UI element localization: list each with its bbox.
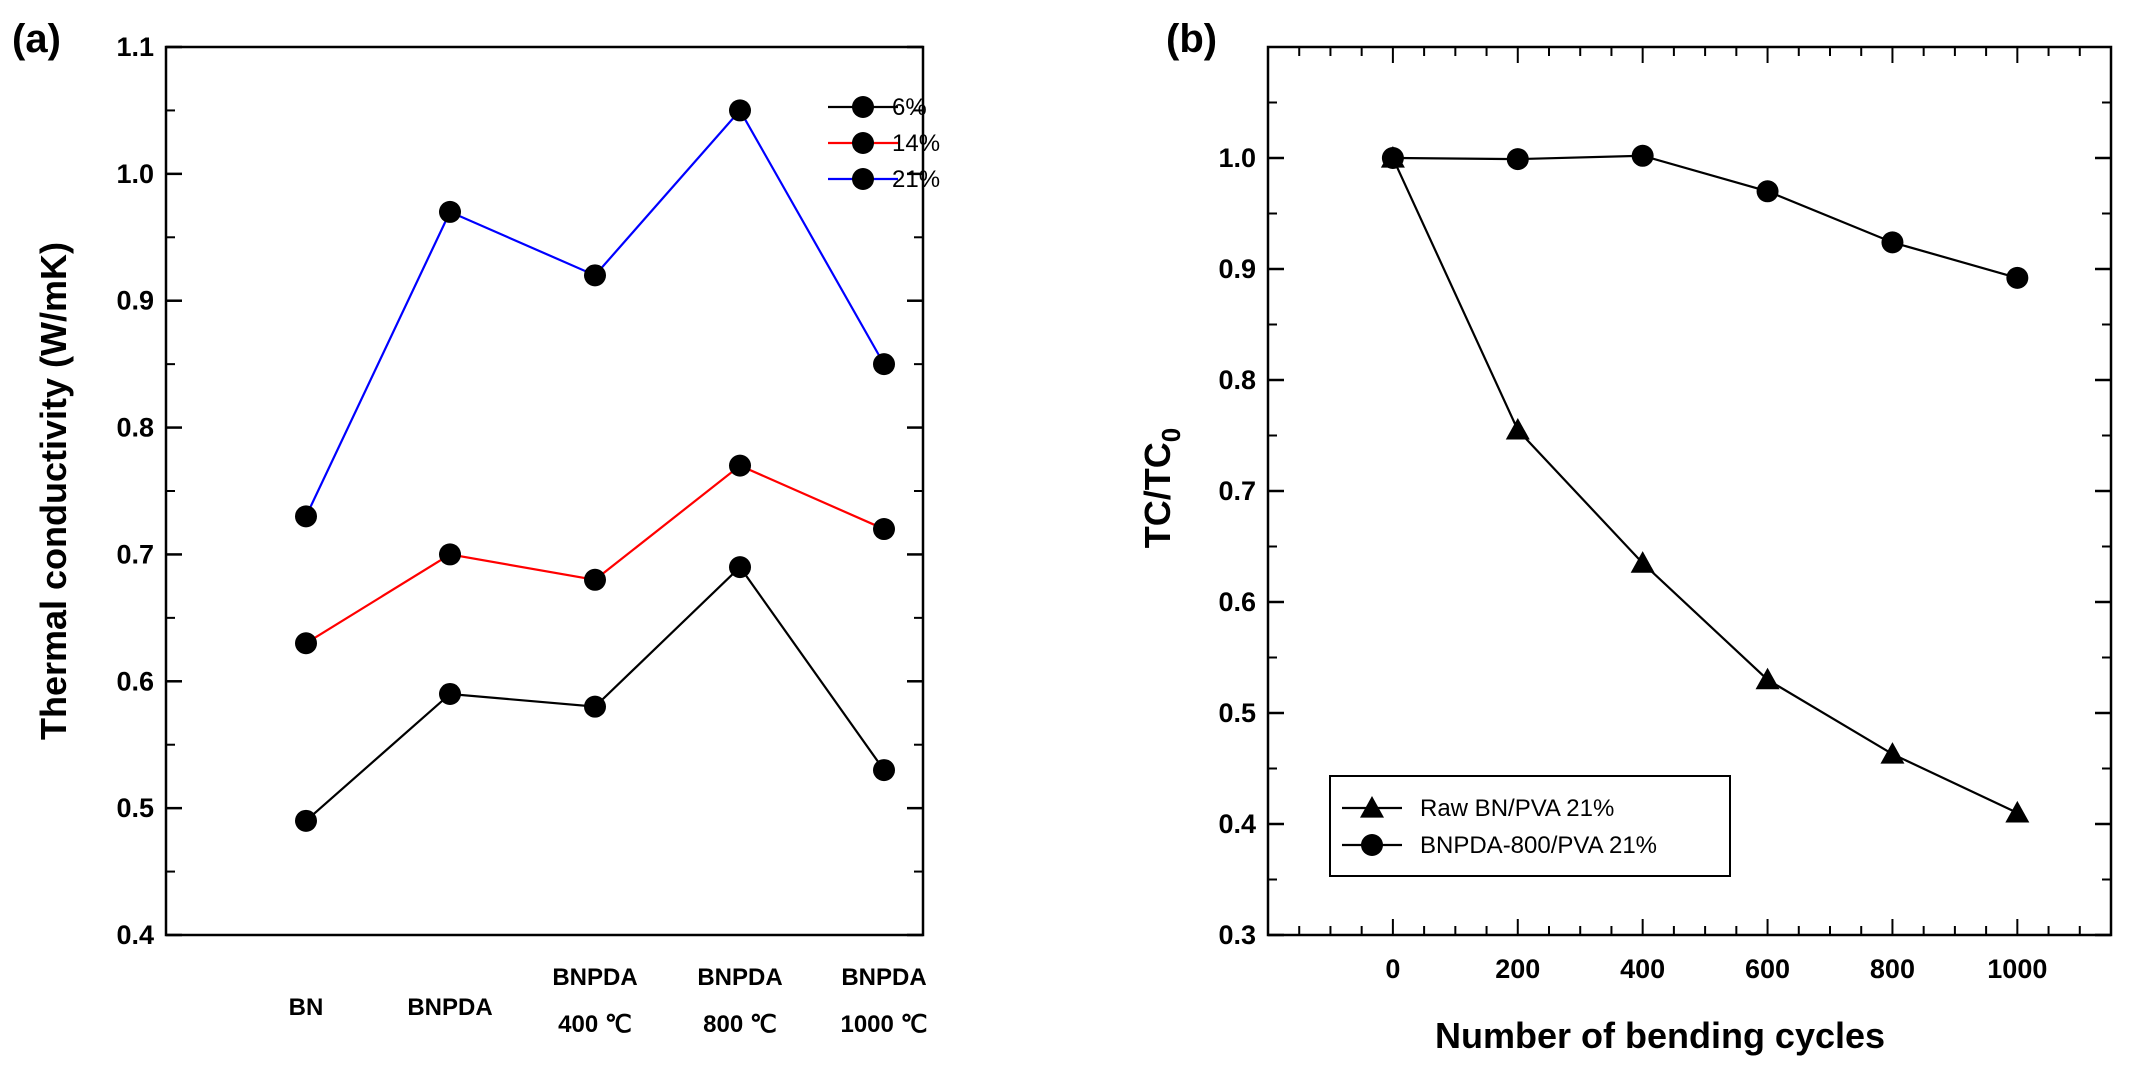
legend-label-BNPDA-800/PVA 21%: BNPDA-800/PVA 21% [1420, 832, 1657, 859]
series-line-21% [305, 108, 885, 517]
panel-a: (a) 0.4 0.5 0.6 0.7 0.8 0.9 1.0 1.1 BN BNPDA BNPD… [12, 17, 940, 1038]
panel-a-category-label: BNPDA [697, 964, 782, 991]
legend-marker-21% [852, 168, 874, 190]
data-point-Raw BN/PVA 21% [1755, 667, 1780, 690]
legend-marker-Raw BN/PVA 21% [1360, 796, 1384, 818]
panel-b-y-tick-label: 0.3 [1218, 920, 1256, 950]
panel-a-y-axis-title: Thermal conductivity (W/mK) [33, 242, 74, 740]
panel-b-y-tick-label: 0.4 [1218, 809, 1256, 839]
panel-b-y-ticks: 0.3 0.4 0.5 0.6 0.7 0.8 0.9 1.0 [1218, 101, 2111, 950]
legend-marker-6% [852, 96, 874, 118]
panel-b-y-tick-label: 0.8 [1218, 365, 1256, 395]
panel-a-y-tick-label: 0.9 [116, 286, 154, 316]
panel-a-y-tick-label: 1.0 [116, 159, 154, 189]
panel-b-legend-box [1329, 775, 1731, 877]
panel-b: (b) 0.3 0.4 0.5 0.6 0.7 0.8 0.9 1.0 0 200 400 600 8… [1137, 17, 2113, 1056]
panel-a-category-label: BNPDA [841, 964, 926, 991]
data-point-BNPDA-800/PVA 21% [1631, 144, 1654, 167]
panel-b-y-tick-label: 0.5 [1218, 698, 1256, 728]
data-point-21% [295, 505, 317, 528]
data-point-6% [873, 759, 895, 782]
legend-marker-BNPDA-800/PVA 21% [1361, 834, 1383, 856]
panel-a-category-sublabel: 800 ℃ [703, 1011, 777, 1038]
panel-b-y-tick-label: 0.9 [1218, 254, 1256, 284]
data-point-6% [729, 556, 751, 579]
data-point-6% [584, 695, 606, 718]
data-point-14% [439, 543, 461, 566]
data-point-14% [729, 454, 751, 477]
panel-a-plot-frame [164, 45, 925, 937]
data-point-BNPDA-800/PVA 21% [1756, 180, 1779, 203]
panel-a-y-tick-label: 0.5 [116, 793, 154, 823]
legend-marker-14% [852, 132, 874, 154]
data-point-14% [873, 518, 895, 541]
series-line-14% [305, 464, 885, 645]
panel-a-series [295, 99, 895, 832]
panel-b-x-tick-label: 1000 [1987, 954, 2047, 984]
series-line-6% [305, 565, 885, 822]
legend-label-21%: 21% [892, 166, 940, 193]
panel-a-y-tick-label: 0.4 [116, 920, 154, 950]
panel-b-x-tick-label: 0 [1385, 954, 1400, 984]
series-line-Raw BN/PVA 21% [1391, 157, 2018, 814]
panel-b-legend: Raw BN/PVA 21% BNPDA-800/PVA 21% [1329, 775, 1731, 877]
panel-b-y-axis-title-sub: 0 [1156, 428, 1186, 442]
legend-label-14%: 14% [892, 130, 940, 157]
panel-a-y-tick-label: 0.6 [116, 666, 154, 696]
data-point-Raw BN/PVA 21% [1505, 417, 1530, 440]
panel-b-series [1380, 144, 2030, 823]
panel-b-label: (b) [1166, 17, 1217, 61]
data-point-BNPDA-800/PVA 21% [1381, 147, 1404, 169]
data-point-21% [439, 200, 461, 223]
panel-a-legend: 6% 14% 21% [828, 94, 940, 193]
panel-b-x-ticks: 0 200 400 600 800 1000 [1267, 47, 2081, 984]
panel-b-y-axis-title-main: TC/TC [1137, 442, 1178, 548]
panel-a-category-label: BN [289, 994, 324, 1021]
data-point-21% [729, 99, 751, 122]
panel-b-y-axis-title: TC/TC0 [1137, 428, 1186, 548]
panel-b-y-tick-label: 0.7 [1218, 476, 1256, 506]
panel-b-y-tick-label: 1.0 [1218, 143, 1256, 173]
data-point-21% [873, 353, 895, 376]
data-point-21% [584, 264, 606, 287]
panel-a-category-sublabel: 1000 ℃ [840, 1011, 927, 1038]
panel-a-y-tick-label: 0.7 [116, 539, 154, 569]
data-point-BNPDA-800/PVA 21% [1881, 231, 1904, 254]
panel-b-x-axis-title: Number of bending cycles [1435, 1015, 1885, 1056]
panel-a-y-tick-label: 1.1 [116, 32, 154, 62]
panel-a-y-tick-label: 0.8 [116, 413, 154, 443]
panel-b-x-tick-label: 600 [1745, 954, 1790, 984]
panel-b-x-tick-label: 800 [1870, 954, 1915, 984]
series-line-BNPDA-800/PVA 21% [1392, 154, 2018, 279]
data-point-Raw BN/PVA 21% [1630, 551, 1655, 573]
data-point-14% [584, 568, 606, 591]
panel-b-x-tick-label: 200 [1495, 954, 1540, 984]
panel-a-category-label: BNPDA [407, 994, 492, 1021]
panel-a-y-ticks: 0.4 0.5 0.6 0.7 0.8 0.9 1.0 1.1 [116, 32, 923, 950]
data-point-Raw BN/PVA 21% [1880, 742, 1905, 764]
data-point-14% [295, 632, 317, 655]
data-point-BNPDA-800/PVA 21% [1506, 148, 1529, 171]
legend-label-6%: 6% [892, 94, 927, 121]
panel-b-x-tick-label: 400 [1620, 954, 1665, 984]
data-point-6% [439, 682, 461, 705]
legend-label-Raw BN/PVA 21%: Raw BN/PVA 21% [1420, 795, 1614, 822]
data-point-6% [295, 809, 317, 832]
panel-a-category-label: BNPDA [552, 964, 637, 991]
panel-a-category-sublabel: 400 ℃ [558, 1011, 632, 1038]
data-point-Raw BN/PVA 21% [2005, 800, 2030, 823]
panel-b-y-tick-label: 0.6 [1218, 587, 1256, 617]
panel-a-category-labels: BN BNPDA BNPDA 400 ℃ BNPDA 800 ℃ BNPDA 1000 ℃ [289, 964, 928, 1038]
panel-a-label: (a) [12, 17, 61, 61]
data-point-BNPDA-800/PVA 21% [2006, 266, 2029, 289]
